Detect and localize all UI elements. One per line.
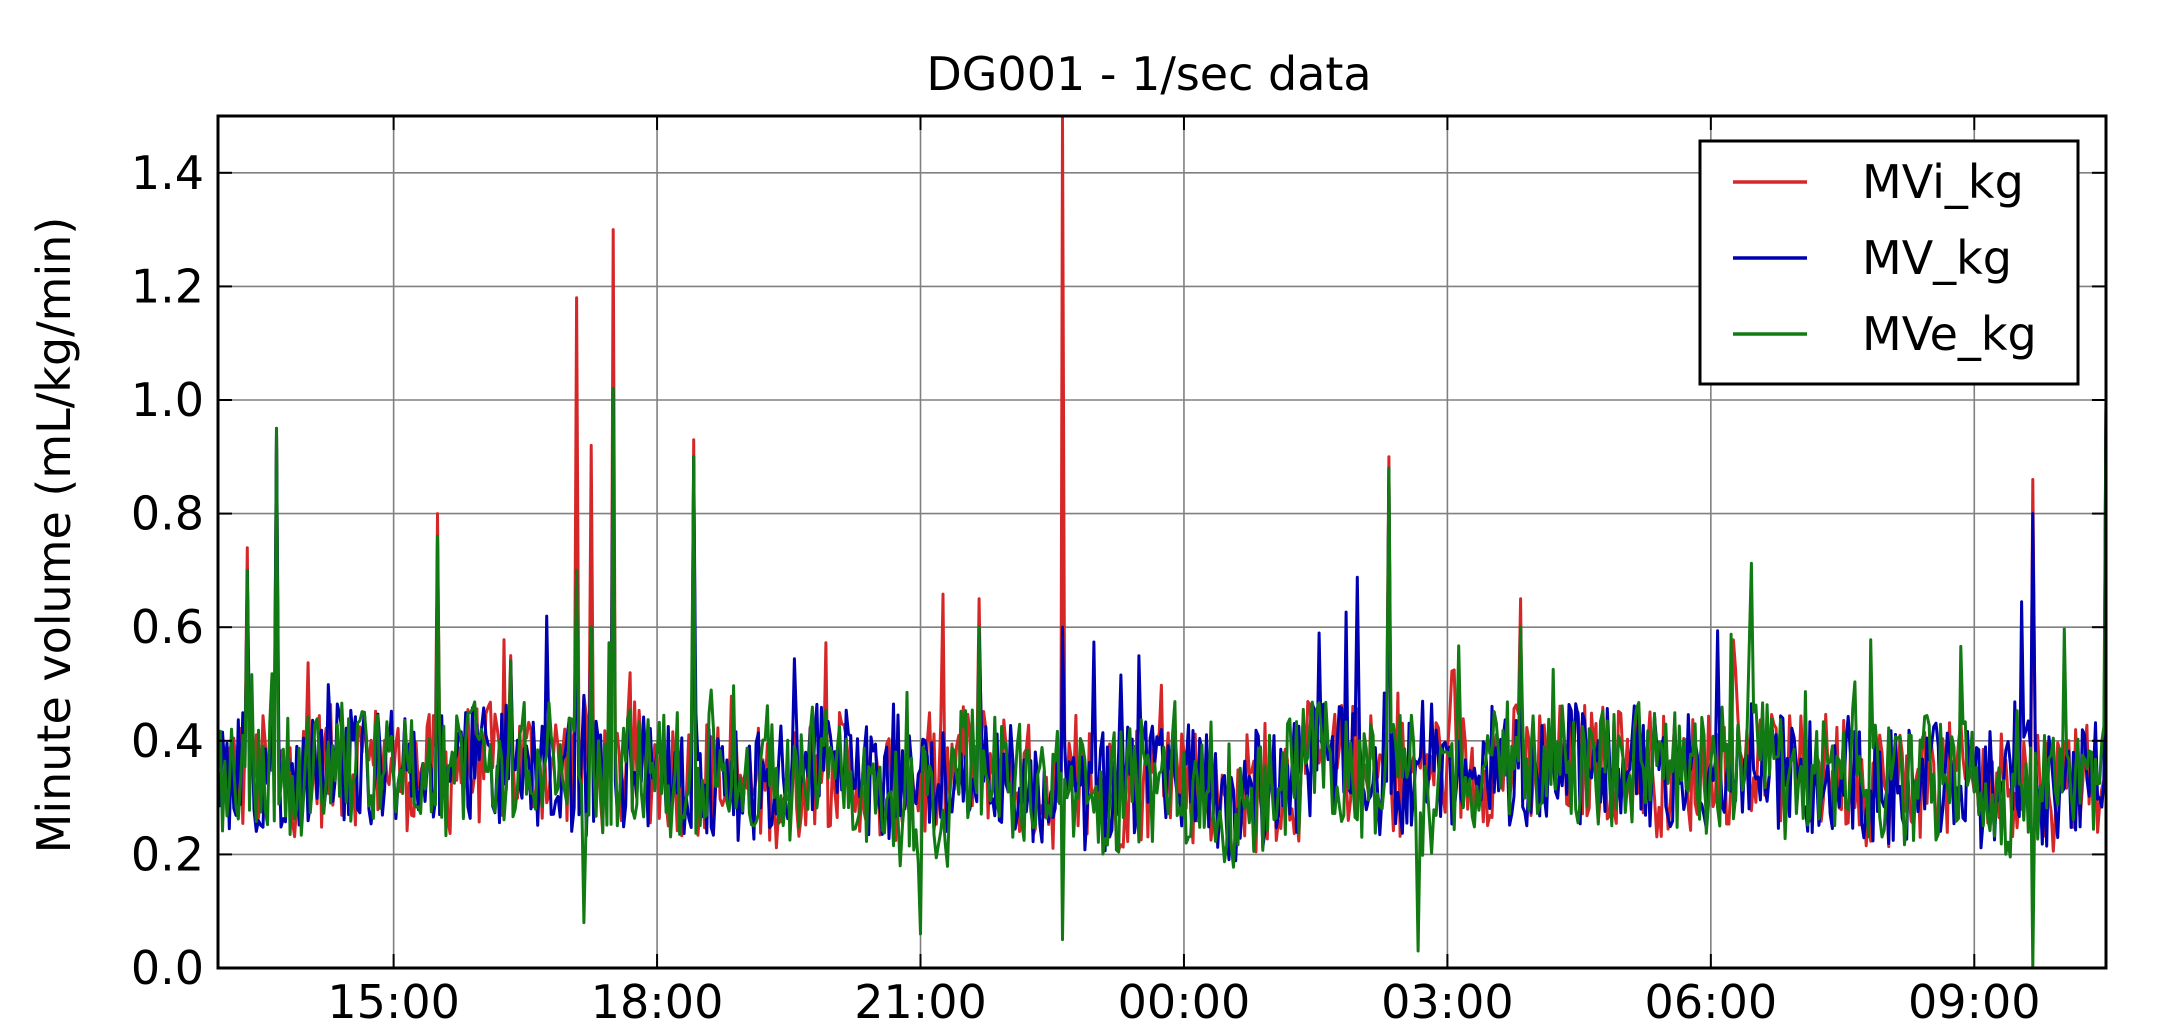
legend-label: MV_kg [1862, 231, 2012, 285]
series-layer [216, 114, 2108, 970]
y-tick-label: 0.8 [131, 487, 204, 541]
x-tick-label: 03:00 [1381, 975, 1514, 1019]
legend: MVi_kg MV_kg MVe_kg [1698, 139, 2080, 386]
x-tick-label: 09:00 [1908, 975, 2041, 1019]
y-tick-label: 0.2 [131, 827, 204, 881]
plot-frame [216, 114, 2108, 970]
x-tick-label: 06:00 [1645, 975, 1778, 1019]
y-tick-label: 0.6 [131, 600, 204, 654]
x-tick-label: 00:00 [1118, 975, 1251, 1019]
series-line-mve-kg [216, 387, 2108, 970]
x-tick-label: 21:00 [854, 975, 987, 1019]
x-tick-label: 18:00 [591, 975, 724, 1019]
y-tick-label: 0.4 [131, 714, 204, 768]
y-tick-label: 1.0 [131, 373, 204, 427]
y-tick-label: 1.4 [131, 146, 204, 200]
chart-title: DG001 - 1/sec data [926, 47, 1371, 101]
legend-label: MVi_kg [1862, 155, 2024, 209]
y-tick-label: 1.2 [131, 259, 204, 313]
axes-layer [216, 114, 2108, 970]
y-tick-label: 0.0 [131, 941, 204, 995]
x-tick-label: 15:00 [327, 975, 460, 1019]
tick-layer: 0.0 0.2 0.4 0.6 0.8 1.0 1.2 1.4 15:00 18:00 21:00 0… [131, 116, 2106, 1024]
legend-label: MVe_kg [1862, 307, 2037, 361]
y-axis-label: Minute volume (mL/kg/min) [27, 217, 81, 854]
